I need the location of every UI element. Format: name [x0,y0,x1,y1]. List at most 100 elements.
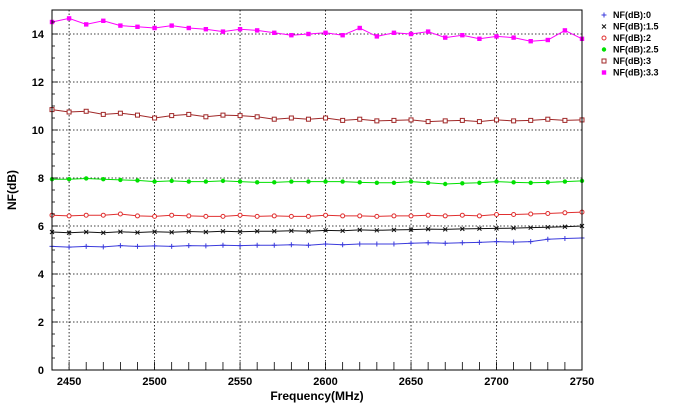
data-point [169,243,175,249]
data-point [442,227,448,232]
data-point [459,212,465,218]
data-point [425,119,431,125]
data-point [408,117,414,123]
data-point [408,179,414,184]
data-point [135,24,140,29]
series-5 [49,107,585,125]
data-point [220,228,226,234]
y-tick-label: 0 [38,365,44,377]
data-point [134,213,140,219]
data-point [186,213,192,219]
legend-item: NF(dB):1.5 [601,22,659,32]
data-point [152,243,158,249]
series-6 [49,16,585,44]
data-point [562,224,568,230]
data-point [134,112,140,118]
data-point [562,210,568,216]
data-point [323,212,329,218]
data-point [254,213,260,219]
data-point [169,23,174,28]
axis-ticks: 2450 2500 2550 2600 2650 2700 2750 0 2 4 6 8 10 12 14 [32,9,594,388]
data-point [357,25,362,31]
data-point [442,213,448,219]
data-point [391,227,397,233]
series-line [51,211,583,217]
x-tick-label: 2600 [313,376,337,388]
legend-marker [601,58,607,64]
data-point [220,178,226,184]
y-tick-label: 12 [32,77,44,89]
data-point [306,228,311,234]
data-point [425,29,431,34]
data-point [83,212,89,218]
data-point [528,211,534,217]
data-point [425,226,431,232]
data-point [289,179,294,184]
data-point [477,180,482,185]
legend-label: NF(dB):3.3 [613,68,659,78]
data-point [391,213,397,219]
data-point [545,211,551,217]
series-1 [49,235,585,250]
data-point [357,241,363,247]
data-point [118,23,123,28]
data-point [476,119,482,125]
data-point [83,22,89,27]
data-point [562,179,568,184]
data-point [305,213,311,219]
data-point [460,181,465,186]
y-tick-label: 14 [32,29,45,41]
series-line [51,237,583,248]
data-point [203,229,209,235]
data-point [305,116,311,122]
data-point [511,211,517,217]
data-point [118,177,123,183]
legend-marker [601,70,607,75]
data-point [220,112,226,118]
legend-item: NF(dB):2.5 [601,45,659,55]
data-point [271,213,277,219]
data-point [220,29,226,34]
data-point [289,33,294,38]
data-point [66,177,72,182]
data-point [169,113,175,119]
data-point [83,108,89,114]
data-point [66,109,72,115]
data-point [271,116,277,122]
data-point [511,180,516,185]
data-point [203,114,209,120]
data-point [528,225,534,231]
data-point [374,227,380,233]
legend-label: NF(dB):2.5 [613,45,659,55]
data-point [528,39,533,44]
data-point [374,213,380,219]
data-point [357,213,363,219]
data-point [425,240,431,246]
legend-item: NF(dB):0 [601,10,651,20]
data-point [203,243,209,249]
data-point [340,179,345,184]
series-4 [49,176,585,187]
data-point [425,212,431,218]
x-tick-label: 2750 [570,376,594,388]
data-point [152,229,157,235]
data-point [562,28,568,33]
x-tick-label: 2450 [57,376,81,388]
x-tick-label: 2650 [399,376,423,388]
data-point [100,212,106,218]
data-point [254,180,260,185]
data-point [254,228,260,234]
data-point [374,241,380,247]
data-point [83,176,89,181]
data-point [100,244,106,250]
data-point [340,242,346,248]
data-point [511,239,517,245]
data-point [511,118,517,124]
legend-label: NF(dB):0 [613,10,651,20]
data-point [357,116,363,122]
legend-label: NF(dB):2 [613,33,651,43]
plot-frame [51,9,583,371]
data-point [288,242,294,248]
legend-label: NF(dB):3 [613,56,651,66]
